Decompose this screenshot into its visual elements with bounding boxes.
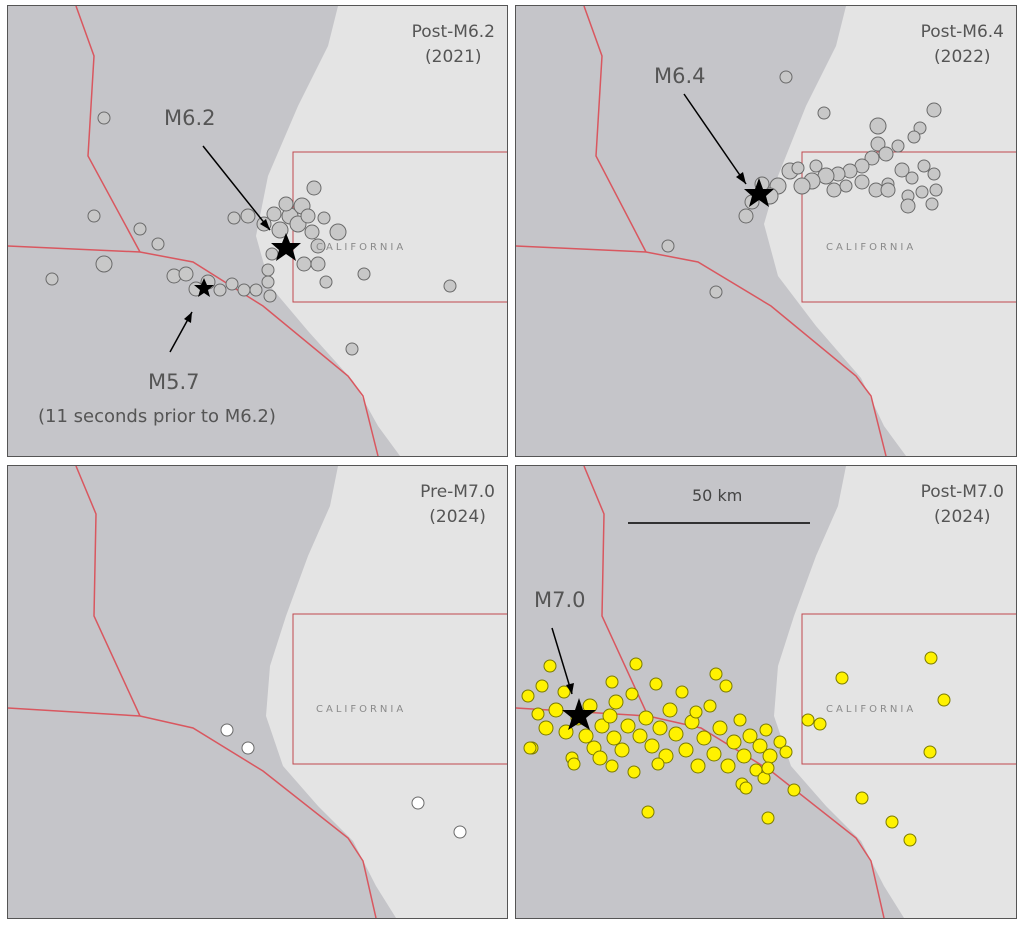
- mainshock-star: [744, 178, 774, 207]
- plate-boundary: [8, 6, 379, 456]
- map-post-m6-2: [8, 6, 507, 456]
- map-post-m6-4: [516, 6, 1016, 456]
- aftershock-markers: [521, 651, 951, 847]
- mainshock-arrow: [683, 93, 747, 185]
- mainshock-label: M6.2: [164, 106, 216, 130]
- map-post-m7-0: [516, 466, 1016, 918]
- panel-title: Pre-M7.0 (2024): [420, 482, 495, 527]
- state-box: [801, 151, 1016, 303]
- ocean: [516, 6, 906, 456]
- foreshock-label: M5.7: [148, 370, 200, 394]
- ocean: [516, 466, 904, 918]
- state-box: [801, 613, 1016, 765]
- mainshock-arrow: [202, 145, 271, 231]
- state-label: CALIFORNIA: [316, 242, 407, 253]
- foreshock-note: (11 seconds prior to M6.2): [38, 406, 276, 427]
- state-box: [292, 613, 507, 765]
- mainshock-arrow: [551, 627, 573, 695]
- map-panel-post-m6-2: Post-M6.2 (2021) CALIFORNIA M6.2 M5.7 (11…: [7, 5, 508, 457]
- mainshock-label: M6.4: [654, 64, 706, 88]
- state-label: CALIFORNIA: [826, 242, 917, 253]
- ocean: [8, 466, 396, 918]
- map-pre-m7-0: [8, 466, 507, 918]
- plate-boundary: [8, 466, 377, 918]
- panel-title: Post-M7.0 (2024): [920, 482, 1004, 527]
- scale-bar-label: 50 km: [692, 486, 743, 505]
- map-panel-post-m7-0: Post-M7.0 (2024) CALIFORNIA M7.0 50 km: [515, 465, 1017, 919]
- map-panel-pre-m7-0: Pre-M7.0 (2024) CALIFORNIA: [7, 465, 508, 919]
- mainshock-star: [271, 233, 301, 261]
- mainshock-label: M7.0: [534, 588, 586, 612]
- panel-title: Post-M6.2 (2021): [411, 22, 495, 67]
- mainshock-star: [562, 698, 596, 730]
- plate-boundary: [516, 6, 887, 456]
- state-label: CALIFORNIA: [826, 704, 917, 715]
- panel-title: Post-M6.4 (2022): [920, 22, 1004, 67]
- aftershock-markers: [45, 111, 457, 356]
- event-markers: [220, 723, 467, 839]
- state-label: CALIFORNIA: [316, 704, 407, 715]
- aftershock-markers: [661, 70, 943, 299]
- foreshock-star: [194, 278, 214, 297]
- map-panel-post-m6-4: Post-M6.4 (2022) CALIFORNIA M6.4: [515, 5, 1017, 457]
